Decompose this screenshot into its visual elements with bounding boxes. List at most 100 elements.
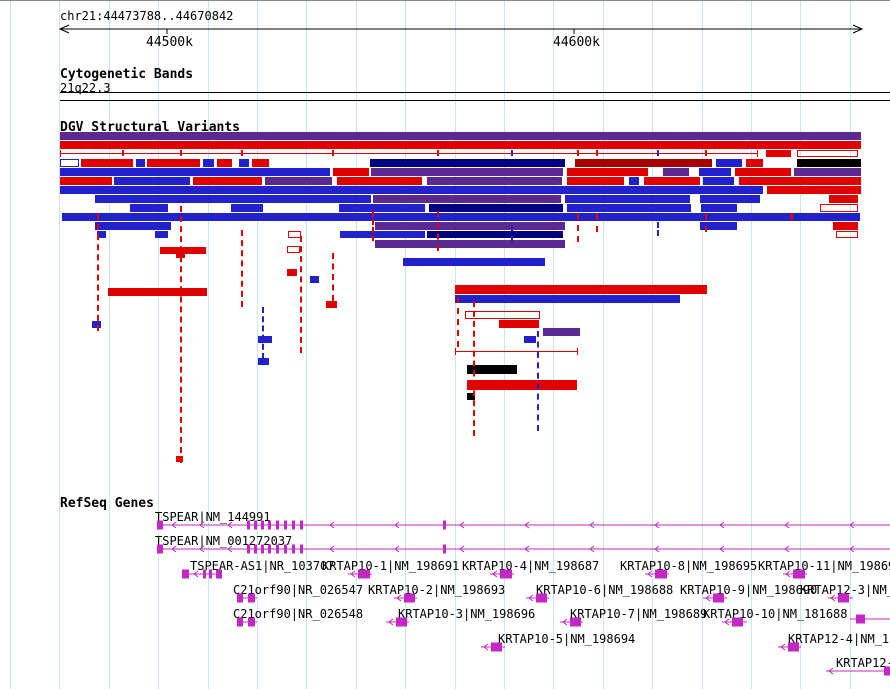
variant-bar[interactable] bbox=[567, 177, 624, 185]
variant-bar[interactable] bbox=[427, 177, 562, 185]
gene-exon[interactable] bbox=[443, 520, 446, 530]
variant-bar[interactable] bbox=[265, 177, 332, 185]
variant-bar[interactable] bbox=[511, 150, 513, 156]
gene-exon[interactable] bbox=[856, 614, 865, 624]
variant-range-line[interactable] bbox=[455, 351, 577, 352]
variant-bar[interactable] bbox=[231, 204, 263, 212]
variant-bar[interactable] bbox=[467, 365, 517, 374]
variant-bar[interactable] bbox=[258, 336, 272, 343]
variant-bar[interactable] bbox=[97, 231, 106, 238]
variant-bar[interactable] bbox=[375, 240, 565, 248]
variant-bar[interactable] bbox=[543, 328, 580, 336]
variant-bar[interactable] bbox=[326, 301, 337, 308]
variant-dashed-line[interactable] bbox=[97, 214, 99, 331]
variant-bar[interactable] bbox=[467, 393, 475, 400]
overview-ruler[interactable] bbox=[58, 24, 864, 34]
variant-bar[interactable] bbox=[136, 159, 145, 167]
variant-outline-bar[interactable] bbox=[797, 150, 858, 157]
gene-glyph[interactable] bbox=[850, 614, 890, 624]
variant-bar[interactable] bbox=[403, 258, 545, 266]
variant-bar[interactable] bbox=[705, 150, 707, 156]
variant-bar[interactable] bbox=[596, 150, 598, 156]
variant-dashed-line[interactable] bbox=[241, 230, 243, 307]
variant-bar[interactable] bbox=[60, 132, 861, 140]
variant-bar[interactable] bbox=[122, 150, 124, 156]
variant-range-endtick[interactable] bbox=[60, 150, 61, 157]
cytoband-bar[interactable] bbox=[60, 92, 890, 101]
variant-bar[interactable] bbox=[567, 204, 691, 212]
gene-exon[interactable] bbox=[300, 520, 303, 530]
variant-bar[interactable] bbox=[499, 320, 539, 328]
variant-bar[interactable] bbox=[429, 204, 563, 212]
variant-bar[interactable] bbox=[193, 177, 262, 185]
variant-bar[interactable] bbox=[287, 269, 297, 276]
variant-bar[interactable] bbox=[829, 195, 858, 203]
variant-bar[interactable] bbox=[332, 150, 334, 156]
variant-bar[interactable] bbox=[92, 321, 101, 328]
variant-bar[interactable] bbox=[699, 168, 731, 176]
variant-bar[interactable] bbox=[339, 204, 425, 212]
variant-bar[interactable] bbox=[333, 168, 369, 176]
variant-bar[interactable] bbox=[427, 231, 563, 238]
variant-bar[interactable] bbox=[567, 168, 648, 176]
variant-bar[interactable] bbox=[258, 358, 269, 365]
variant-bar[interactable] bbox=[437, 150, 439, 156]
variant-dashed-line[interactable] bbox=[372, 211, 374, 241]
variant-dashed-line[interactable] bbox=[300, 236, 302, 353]
variant-bar[interactable] bbox=[700, 195, 760, 203]
variant-bar[interactable] bbox=[766, 150, 791, 157]
variant-bar[interactable] bbox=[767, 186, 861, 194]
variant-bar[interactable] bbox=[644, 177, 700, 185]
gene-exon[interactable] bbox=[276, 520, 279, 530]
variant-bar[interactable] bbox=[95, 222, 171, 230]
variant-bar[interactable] bbox=[176, 456, 183, 462]
variant-bar[interactable] bbox=[703, 177, 734, 185]
variant-bar[interactable] bbox=[60, 177, 112, 185]
variant-bar[interactable] bbox=[130, 204, 168, 212]
variant-dashed-line[interactable] bbox=[657, 214, 659, 236]
variant-bar[interactable] bbox=[739, 177, 861, 185]
variant-bar[interactable] bbox=[794, 168, 861, 176]
variant-bar[interactable] bbox=[765, 214, 768, 220]
variant-bar[interactable] bbox=[657, 150, 659, 156]
variant-dashed-line[interactable] bbox=[511, 214, 513, 242]
variant-bar[interactable] bbox=[790, 214, 793, 220]
variant-bar[interactable] bbox=[60, 186, 763, 194]
gene-exon[interactable] bbox=[300, 544, 303, 554]
variant-bar[interactable] bbox=[114, 177, 190, 185]
variant-bar[interactable] bbox=[455, 295, 680, 303]
gene-exon[interactable] bbox=[182, 569, 189, 579]
variant-bar[interactable] bbox=[203, 159, 214, 167]
variant-range-line[interactable] bbox=[60, 153, 757, 154]
variant-bar[interactable] bbox=[746, 159, 763, 167]
variant-dashed-line[interactable] bbox=[180, 206, 182, 463]
variant-dashed-line[interactable] bbox=[577, 214, 579, 242]
variant-bar[interactable] bbox=[239, 159, 249, 167]
variant-bar[interactable] bbox=[241, 150, 243, 156]
variant-bar[interactable] bbox=[577, 150, 579, 156]
variant-dashed-line[interactable] bbox=[262, 307, 264, 359]
variant-dashed-line[interactable] bbox=[437, 211, 439, 251]
variant-outline-bar[interactable] bbox=[287, 246, 300, 253]
variant-outline-bar[interactable] bbox=[288, 231, 301, 238]
variant-bar[interactable] bbox=[375, 222, 565, 230]
variant-bar[interactable] bbox=[735, 168, 791, 176]
variant-bar[interactable] bbox=[60, 141, 861, 149]
variant-bar[interactable] bbox=[252, 159, 269, 167]
variant-bar[interactable] bbox=[217, 159, 232, 167]
variant-bar[interactable] bbox=[700, 222, 737, 230]
variant-dashed-line[interactable] bbox=[596, 214, 598, 232]
variant-bar[interactable] bbox=[565, 195, 690, 203]
gene-exon[interactable] bbox=[443, 544, 446, 554]
variant-range-endtick[interactable] bbox=[757, 150, 758, 157]
variant-dashed-line[interactable] bbox=[473, 301, 475, 436]
variant-bar[interactable] bbox=[524, 336, 536, 343]
variant-bar[interactable] bbox=[716, 159, 742, 167]
variant-bar[interactable] bbox=[371, 168, 563, 176]
variant-bar[interactable] bbox=[310, 276, 319, 283]
gene-exon[interactable] bbox=[292, 544, 295, 554]
variant-bar[interactable] bbox=[373, 195, 561, 203]
variant-bar[interactable] bbox=[797, 159, 861, 167]
variant-bar[interactable] bbox=[370, 159, 565, 167]
variant-bar[interactable] bbox=[62, 213, 860, 221]
